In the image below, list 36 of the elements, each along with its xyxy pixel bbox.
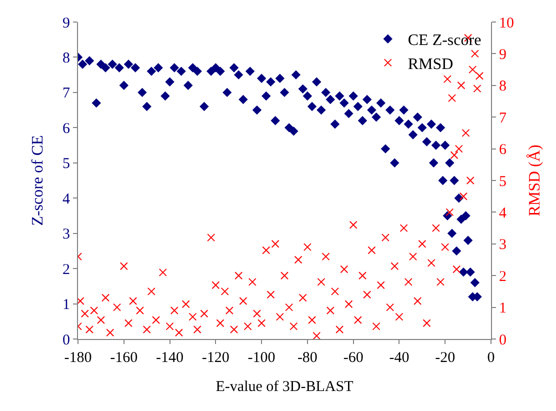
- y2-tick-label: 6: [499, 142, 507, 158]
- y2-tick-label: 9: [499, 46, 506, 63]
- y-tick-label: 8: [62, 50, 70, 66]
- y2-tick-label: 4: [499, 205, 507, 222]
- y-tick-label: 0: [62, 332, 70, 348]
- y2-tick-label: 0: [499, 332, 506, 348]
- y-tick-label: 5: [62, 156, 70, 172]
- legend-label: CE Z-score: [408, 32, 482, 50]
- x-axis-title: E-value of 3D-BLAST: [216, 379, 354, 395]
- y2-tick-label: 10: [499, 15, 514, 32]
- y2-tick-label: 3: [499, 237, 506, 254]
- x-tick-label: -60: [343, 350, 364, 366]
- x-tick-label: -160: [110, 350, 138, 366]
- y2-tick-label: 8: [499, 78, 506, 95]
- y-tick-label: 7: [62, 86, 70, 102]
- y2-tick-label: 5: [499, 174, 506, 190]
- y-tick-label: 3: [62, 226, 70, 243]
- y2-tick-label: 2: [499, 268, 506, 285]
- x-tick-label: 0: [487, 350, 495, 366]
- x-tick-label: -120: [202, 350, 230, 366]
- y-tick-label: 2: [62, 262, 70, 278]
- y-tick-label: 4: [62, 191, 70, 208]
- y-tick-label: 1: [62, 297, 70, 314]
- x-tick-label: -140: [156, 350, 184, 366]
- y-tick-label: 6: [62, 120, 70, 137]
- y-axis-title: Z-score of CE: [29, 135, 46, 226]
- y2-tick-label: 1: [499, 300, 506, 317]
- x-tick-label: -80: [297, 350, 318, 366]
- y2-axis-title: RMSD (Å): [526, 144, 544, 216]
- y-tick-label: 9: [62, 15, 70, 32]
- x-tick-label: -40: [389, 350, 410, 366]
- x-tick-label: -20: [435, 350, 456, 366]
- x-tick-label: -100: [248, 350, 276, 366]
- y2-tick-label: 7: [499, 110, 507, 126]
- legend-label: RMSD: [408, 56, 454, 73]
- x-tick-label: -180: [64, 350, 92, 366]
